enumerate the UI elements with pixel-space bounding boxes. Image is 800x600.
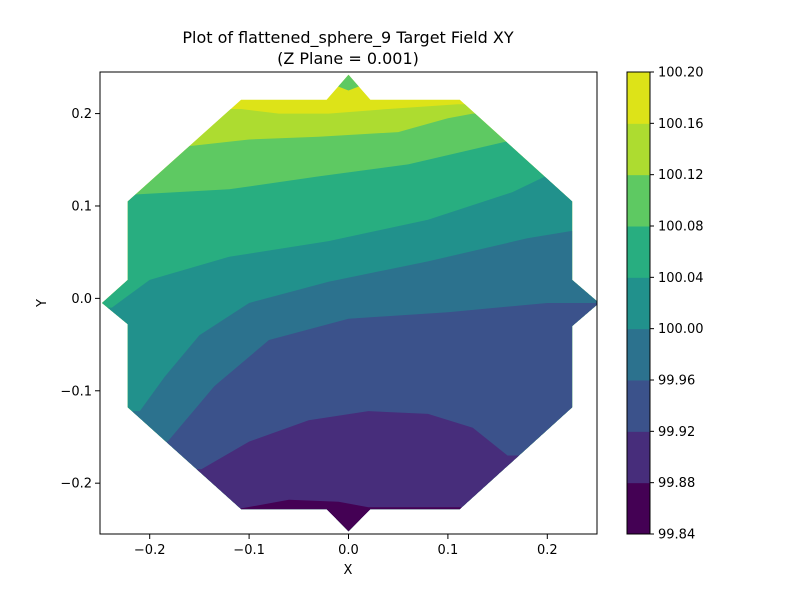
colorbar-tick-label: 100.08 (658, 220, 704, 235)
colorbar-segment (627, 431, 650, 484)
x-tick-label: −0.2 (134, 543, 166, 558)
colorbar-segment (627, 226, 650, 278)
y-axis-ticks: −0.2 −0.1 0.0 0.1 0.2 (60, 107, 100, 492)
colorbar-tick-label: 99.84 (658, 528, 695, 543)
colorbar-segment (627, 123, 650, 176)
y-tick-label: 0.1 (71, 199, 92, 214)
x-tick-label: 0.0 (338, 543, 359, 558)
y-tick-label: −0.1 (60, 384, 92, 399)
colorbar-tick-label: 100.00 (658, 322, 704, 337)
colorbar-tick-label: 100.12 (658, 168, 704, 183)
x-tick-label: −0.1 (233, 543, 265, 558)
x-axis-label: X (344, 563, 353, 578)
colorbar-tick-label: 100.04 (658, 271, 704, 286)
colorbar-frame (626, 71, 651, 535)
y-tick-label: −0.2 (60, 477, 92, 492)
contour-band-apex (336, 74, 361, 91)
chart-title-line2: (Z Plane = 0.001) (277, 49, 419, 68)
y-tick-label: 0.2 (71, 107, 92, 122)
x-tick-label: 0.1 (438, 543, 459, 558)
x-tick-label: 0.2 (537, 543, 558, 558)
plot-area (102, 74, 597, 532)
colorbar-tick-label: 100.20 (658, 66, 704, 81)
colorbar: 99.84 99.88 99.92 99.96 100.00 100.04 100.08 10… (626, 66, 704, 543)
colorbar-segment (627, 482, 650, 535)
y-tick-label: 0.0 (71, 292, 92, 307)
chart-title-line1: Plot of flattened_sphere_9 Target Field … (182, 28, 514, 48)
colorbar-segment (627, 72, 650, 124)
x-axis-ticks: −0.2 −0.1 0.0 0.1 0.2 (134, 534, 558, 558)
y-axis-label: Y (35, 299, 50, 308)
colorbar-segment (627, 380, 650, 432)
colorbar-tick-label: 99.92 (658, 425, 695, 440)
contour-bands (102, 74, 597, 532)
colorbar-tick-label: 99.88 (658, 476, 695, 491)
colorbar-segment (627, 277, 650, 330)
colorbar-tick-label: 99.96 (658, 374, 695, 389)
colorbar-tick-label: 100.16 (658, 117, 704, 132)
colorbar-segment (627, 174, 650, 227)
colorbar-segment (627, 328, 650, 381)
